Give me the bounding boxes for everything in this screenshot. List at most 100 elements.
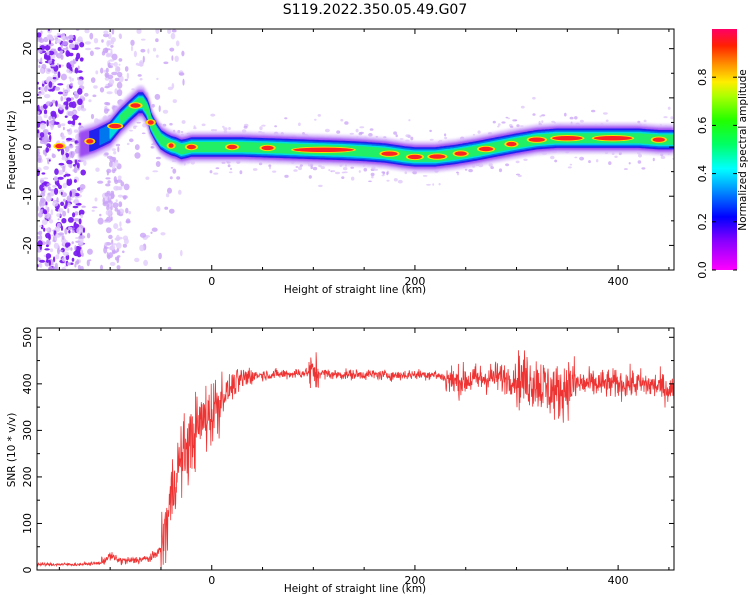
noise-dot xyxy=(73,167,78,174)
noise-dot xyxy=(181,50,185,57)
ridge-scatter-dot xyxy=(579,119,584,123)
noise-dot xyxy=(172,99,177,104)
ridge-scatter-dot xyxy=(141,132,146,135)
noise-dot xyxy=(122,195,128,199)
noise-dot xyxy=(74,211,79,216)
noise-dot xyxy=(115,199,118,203)
noise-dot xyxy=(74,196,80,199)
noise-dot xyxy=(65,152,70,158)
noise-dot xyxy=(170,32,176,40)
noise-dot xyxy=(91,209,95,212)
noise-dot xyxy=(155,29,160,34)
noise-dot xyxy=(53,35,59,38)
ridge-hot-core xyxy=(478,146,494,152)
noise-dot xyxy=(92,94,97,98)
noise-dot xyxy=(80,265,84,270)
noise-dot xyxy=(91,206,98,209)
ridge-scatter-dot xyxy=(519,125,524,127)
noise-dot xyxy=(114,66,121,73)
noise-dot xyxy=(171,29,177,33)
noise-dot xyxy=(79,95,85,98)
noise-dot xyxy=(50,64,57,67)
ridge-scatter-dot xyxy=(579,157,582,160)
ridge-scatter-dot xyxy=(368,133,373,137)
noise-dot xyxy=(62,165,66,173)
ridge-scatter-dot xyxy=(350,166,355,169)
noise-dot xyxy=(57,71,61,79)
noise-dot xyxy=(60,123,66,127)
noise-dot xyxy=(111,71,118,76)
noise-dot xyxy=(116,89,123,97)
noise-dot xyxy=(108,195,112,199)
noise-dot xyxy=(37,190,40,196)
ridge-hot-core xyxy=(293,147,354,152)
ridge-band xyxy=(119,97,674,162)
noise-dot xyxy=(118,75,124,83)
noise-dot xyxy=(114,256,119,261)
ridge-scatter-dot xyxy=(517,174,522,178)
ridge-scatter-dot xyxy=(490,166,494,170)
noise-dot xyxy=(42,209,47,214)
noise-dot xyxy=(126,72,130,80)
noise-dot xyxy=(97,180,104,184)
ridge-scatter-dot xyxy=(404,171,408,175)
noise-dot xyxy=(44,55,48,60)
noise-dot xyxy=(41,172,46,175)
noise-dot xyxy=(67,226,73,231)
noise-dot xyxy=(59,249,63,252)
noise-dot xyxy=(48,159,51,162)
ridge-scatter-dot xyxy=(438,183,441,186)
noise-dot xyxy=(134,144,140,151)
noise-dot xyxy=(104,192,110,197)
noise-dot xyxy=(39,184,45,192)
ridge-scatter-dot xyxy=(170,167,174,169)
noise-dot xyxy=(54,237,58,241)
ridge-scatter-dot xyxy=(472,133,476,136)
noise-dot xyxy=(65,50,70,57)
noise-dot xyxy=(75,145,79,149)
noise-dot xyxy=(37,206,40,212)
noise-dot xyxy=(44,44,51,51)
noise-dot xyxy=(116,265,121,270)
x-tick-label: 200 xyxy=(404,574,425,587)
ridge-scatter-dot xyxy=(155,156,161,160)
noise-dot xyxy=(172,168,177,174)
ridge-hot-core xyxy=(407,154,422,160)
noise-dot xyxy=(47,266,53,270)
ridge-scatter-dot xyxy=(314,118,317,121)
noise-dot xyxy=(71,64,75,68)
noise-dot xyxy=(178,189,182,195)
ridge-scatter-dot xyxy=(422,175,428,177)
noise-dot xyxy=(62,126,65,131)
ridge-scatter-dot xyxy=(667,106,671,110)
noise-dot xyxy=(72,114,79,121)
noise-dot xyxy=(74,159,78,166)
noise-dot xyxy=(46,119,49,127)
noise-dot xyxy=(43,113,48,119)
noise-dot xyxy=(52,77,57,80)
noise-dot xyxy=(73,164,76,167)
noise-dot xyxy=(43,186,48,189)
noise-dot xyxy=(118,58,123,62)
noise-dot xyxy=(43,181,48,186)
y-tick-label: 0 xyxy=(21,567,34,574)
noise-dot xyxy=(40,86,45,92)
noise-dot xyxy=(77,70,83,73)
noise-dot xyxy=(62,87,65,95)
noise-dot xyxy=(151,227,158,232)
noise-dot xyxy=(99,213,102,217)
noise-dot xyxy=(112,250,118,254)
top-x-axis-label: Height of straight line (km) xyxy=(284,284,426,296)
noise-dot xyxy=(112,202,119,209)
ridge-scatter-dot xyxy=(488,163,493,167)
ridge-scatter-dot xyxy=(514,119,518,122)
noise-dot xyxy=(71,229,75,234)
noise-dot xyxy=(66,180,72,186)
noise-dot xyxy=(86,259,90,267)
noise-dot xyxy=(48,81,53,88)
noise-dot xyxy=(175,40,180,47)
noise-dot xyxy=(130,39,135,46)
noise-dot xyxy=(111,29,115,35)
y-tick-label: 0 xyxy=(21,144,34,151)
y-tick-label: 20 xyxy=(21,42,34,56)
